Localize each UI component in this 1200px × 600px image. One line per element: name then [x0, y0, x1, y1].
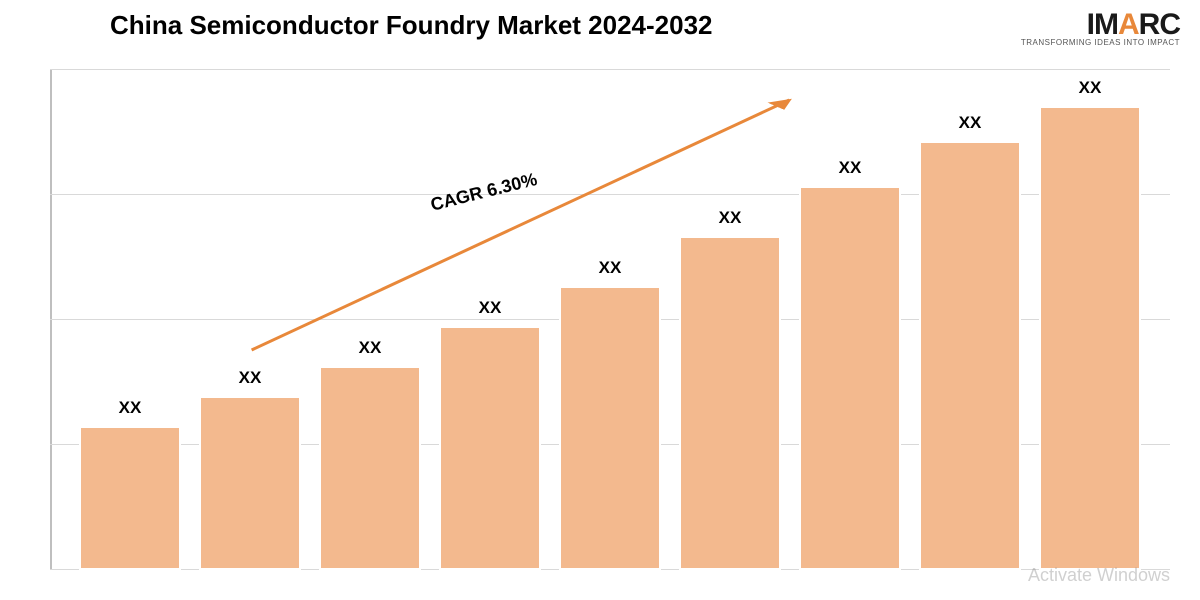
- bar: [559, 286, 661, 570]
- bar-value-label: XX: [719, 208, 742, 228]
- bar-wrap: XX: [199, 70, 301, 570]
- bar: [79, 426, 181, 570]
- bar: [1039, 106, 1141, 570]
- watermark: Activate Windows: [1028, 565, 1170, 586]
- bars-container: XX XX XX XX XX XX XX XX XX: [50, 70, 1170, 570]
- logo-post: RC: [1139, 8, 1180, 41]
- logo-tagline: TRANSFORMING IDEAS INTO IMPACT: [1021, 38, 1180, 47]
- bar-wrap: XX: [799, 70, 901, 570]
- bar-wrap: XX: [919, 70, 1021, 570]
- bar-value-label: XX: [1079, 78, 1102, 98]
- bar-value-label: XX: [479, 298, 502, 318]
- bar: [799, 186, 901, 570]
- bar-value-label: XX: [119, 398, 142, 418]
- chart-title: China Semiconductor Foundry Market 2024-…: [110, 10, 713, 41]
- bar-value-label: XX: [359, 338, 382, 358]
- bar-wrap: XX: [1039, 70, 1141, 570]
- bar-value-label: XX: [599, 258, 622, 278]
- logo-accent: A: [1118, 8, 1139, 41]
- logo-pre: IM: [1087, 8, 1118, 41]
- bar-wrap: XX: [559, 70, 661, 570]
- bar: [919, 141, 1021, 570]
- bar: [439, 326, 541, 570]
- logo-text: IMARC: [1021, 8, 1180, 42]
- bar-value-label: XX: [959, 113, 982, 133]
- brand-logo: IMARC TRANSFORMING IDEAS INTO IMPACT: [1021, 8, 1180, 47]
- bar: [199, 396, 301, 570]
- bar: [319, 366, 421, 570]
- bar-wrap: XX: [79, 70, 181, 570]
- bar-value-label: XX: [839, 158, 862, 178]
- bar-wrap: XX: [679, 70, 781, 570]
- bar: [679, 236, 781, 570]
- chart-area: CAGR 6.30% XXXXXXXXXXXXXXXXXX: [50, 70, 1170, 570]
- bar-value-label: XX: [239, 368, 262, 388]
- bar-wrap: XX: [319, 70, 421, 570]
- bar-wrap: XX: [439, 70, 541, 570]
